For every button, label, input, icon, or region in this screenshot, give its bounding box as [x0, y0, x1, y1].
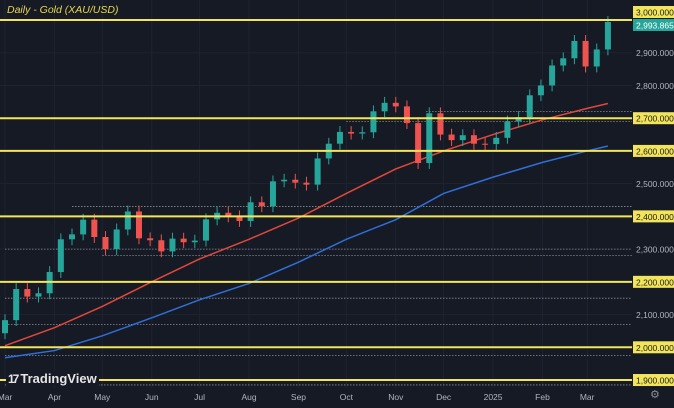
candle-body — [571, 40, 578, 59]
candle-body — [359, 132, 366, 134]
candle-body — [147, 238, 154, 241]
last-price-badge — [633, 19, 674, 31]
candle-body — [158, 240, 165, 252]
chart-title: Daily - Gold (XAU/USD) — [7, 4, 119, 16]
price-axis-label: 3,000.000 — [636, 8, 674, 18]
candle-body — [269, 181, 276, 207]
tradingview-logo-mark-icon: 17 — [8, 371, 19, 386]
candle-body — [415, 123, 422, 164]
candle-body — [560, 58, 567, 66]
candle-body — [225, 212, 232, 217]
candle-body — [202, 219, 209, 241]
price-axis-label: 1,900.000 — [636, 376, 674, 386]
price-axis-label: 2,000.000 — [636, 343, 674, 353]
time-axis-label: Nov — [388, 392, 404, 402]
candle-body — [102, 236, 109, 250]
price-label-badge — [633, 374, 674, 387]
candle-body — [426, 113, 433, 164]
time-axis-label: Dec — [436, 392, 452, 402]
time-axis-label: Feb — [535, 392, 550, 402]
candle-body — [348, 131, 355, 134]
time-axis-label: Jun — [145, 392, 159, 402]
candle-body — [303, 182, 310, 185]
candles-group — [2, 16, 611, 340]
moving-average-red-line — [4, 102, 609, 347]
candle-body — [470, 135, 477, 144]
time-axis-label: Sep — [291, 392, 306, 402]
candle-body — [68, 234, 75, 240]
candle-body — [582, 40, 589, 67]
time-axis-label: Aug — [241, 392, 256, 402]
candle-body — [381, 102, 388, 112]
candle-body — [314, 158, 321, 185]
price-axis-label: 2,900.000 — [636, 48, 674, 58]
candle-body — [169, 238, 176, 252]
price-label-badge — [633, 144, 674, 157]
price-label-badge — [633, 275, 674, 288]
price-axis-label: 2,800.000 — [636, 81, 674, 91]
candle-body — [370, 111, 377, 133]
time-axis — [0, 388, 674, 408]
moving-average-blue-line — [4, 145, 609, 359]
price-axis-label: 2,600.000 — [636, 146, 674, 156]
candle-body — [91, 219, 98, 237]
price-axis-label: 2,500.000 — [636, 179, 674, 189]
candle-body — [504, 121, 511, 138]
candle-body — [80, 219, 87, 235]
price-label-badge — [633, 341, 674, 354]
price-label-badge — [633, 210, 674, 223]
candle-body — [24, 289, 31, 297]
price-axis — [632, 0, 674, 408]
candle-body — [437, 113, 444, 135]
candle-body — [392, 102, 399, 107]
candle-body — [493, 137, 500, 145]
candle-body — [459, 135, 466, 141]
candle-body — [57, 239, 64, 273]
candle-body — [526, 95, 533, 118]
candle-body — [403, 106, 410, 124]
time-axis-label: 2025 — [484, 392, 503, 402]
candle-body — [2, 320, 8, 334]
candle-body — [236, 216, 243, 221]
candle-body — [35, 293, 42, 297]
time-axis-label: May — [94, 392, 111, 402]
time-axis-label: Jul — [194, 392, 205, 402]
candle-body — [448, 134, 455, 141]
candle-body — [482, 143, 489, 145]
candle-body — [258, 202, 265, 207]
candle-body — [124, 211, 131, 230]
price-axis-label: 2,200.000 — [636, 277, 674, 287]
candle-body — [336, 131, 343, 144]
candle-body — [180, 238, 187, 243]
candle-body — [135, 211, 142, 239]
price-axis-label: 2,700.000 — [636, 114, 674, 124]
candle-body — [13, 289, 20, 321]
candle-body — [281, 179, 288, 182]
gear-icon[interactable]: ⚙ — [650, 389, 660, 401]
last-price-label: 2,993.865 — [636, 21, 674, 31]
candle-body — [604, 21, 611, 50]
candle-body — [191, 240, 198, 243]
candle-body — [247, 202, 254, 221]
price-axis-label: 2,100.000 — [636, 310, 674, 320]
price-axis-label: 2,300.000 — [636, 245, 674, 255]
time-axis-label: Mar — [580, 392, 595, 402]
candle-body — [549, 65, 556, 86]
candle-body — [537, 85, 544, 96]
price-label-badge — [633, 6, 674, 18]
tradingview-logo[interactable]: 17 TradingView — [6, 371, 99, 386]
tradingview-logo-text: TradingView — [20, 371, 97, 386]
candle-body — [292, 179, 299, 183]
candle-body — [593, 49, 600, 67]
price-axis-label: 2,400.000 — [636, 212, 674, 222]
time-axis-label: Oct — [340, 392, 354, 402]
time-axis-label: Apr — [48, 392, 61, 402]
candle-body — [515, 117, 522, 122]
price-label-badge — [633, 112, 674, 125]
candle-body — [113, 229, 120, 250]
time-axis-label: Mar — [0, 392, 12, 402]
